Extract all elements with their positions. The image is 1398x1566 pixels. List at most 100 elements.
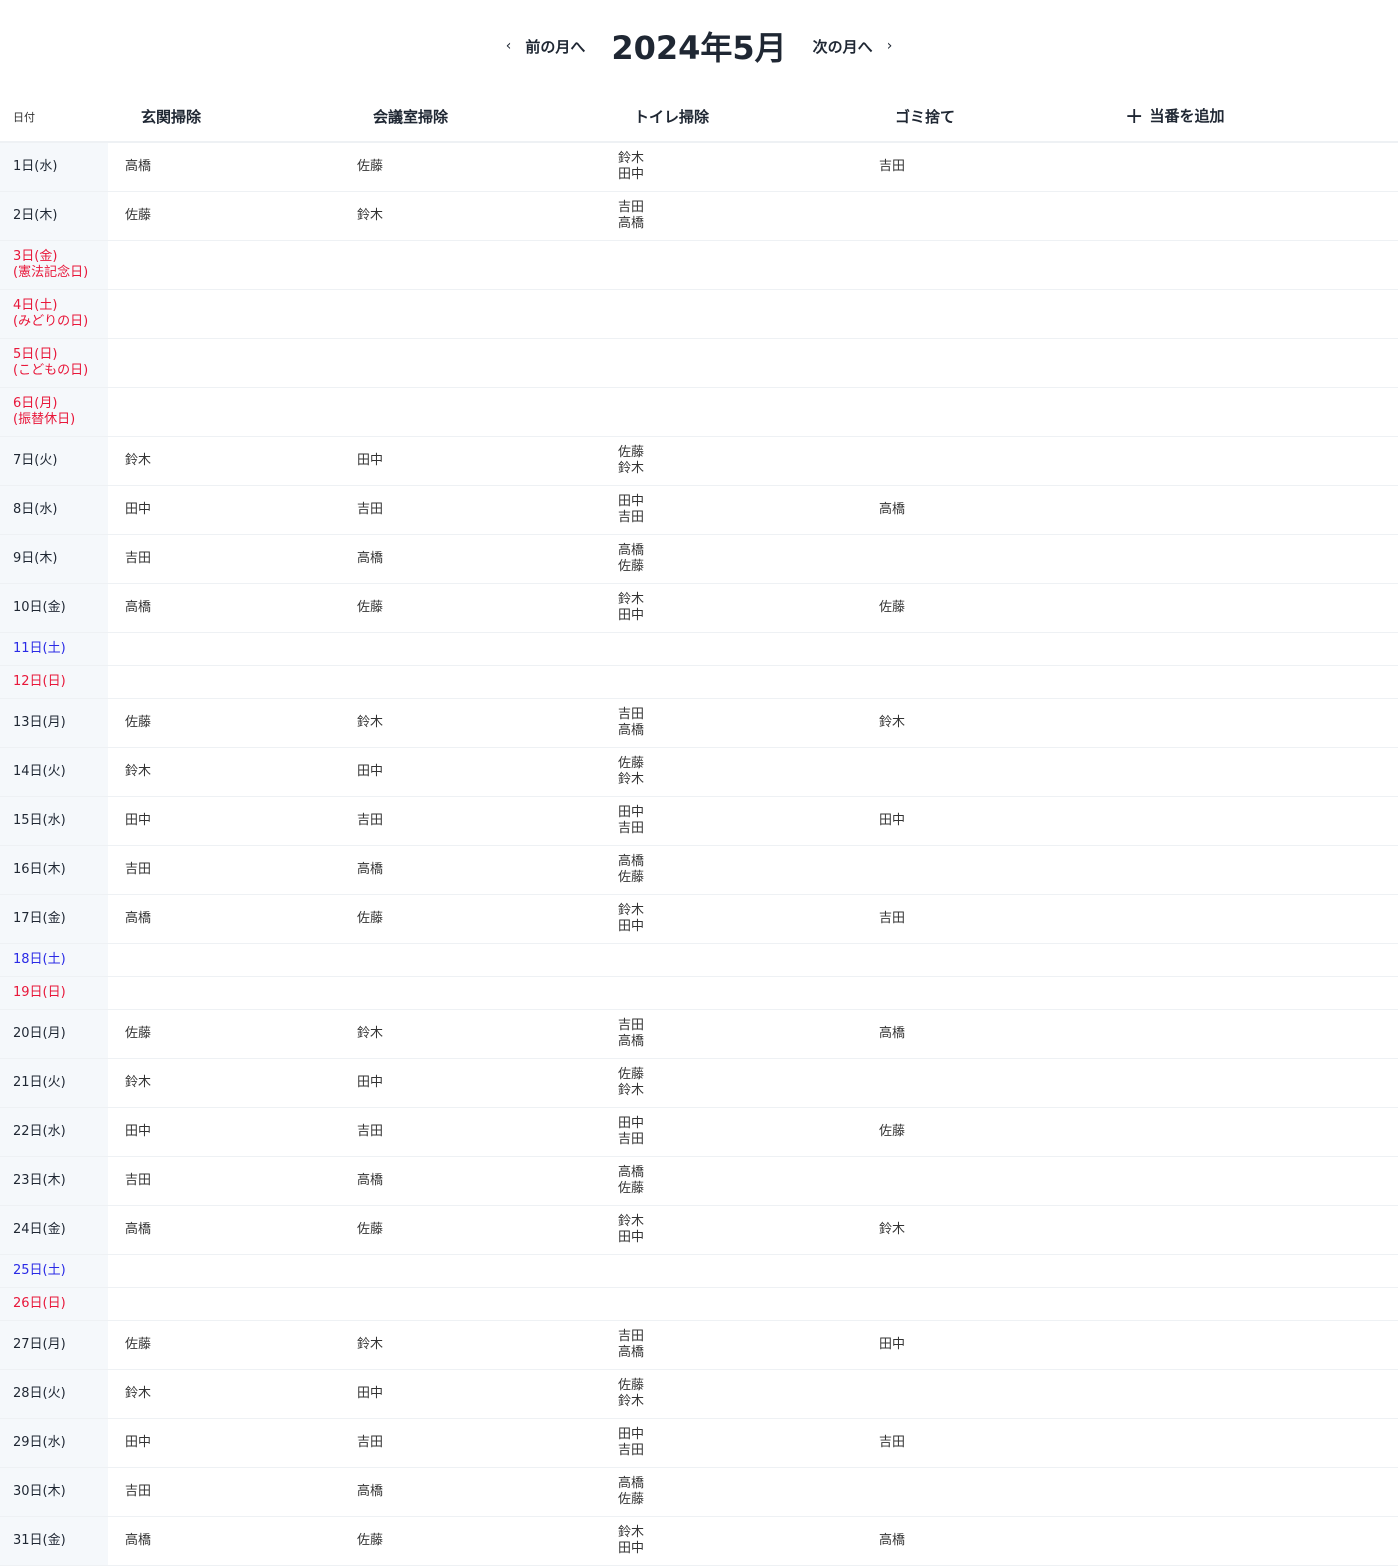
duty-cell[interactable] <box>108 1287 340 1320</box>
duty-cell[interactable]: 鈴木田中 <box>601 142 862 191</box>
duty-cell[interactable]: 高橋 <box>108 1205 340 1254</box>
duty-cell[interactable] <box>108 665 340 698</box>
duty-cell[interactable]: 佐藤 <box>108 698 340 747</box>
duty-cell[interactable] <box>862 976 1109 1009</box>
duty-cell[interactable]: 高橋 <box>108 894 340 943</box>
duty-cell[interactable] <box>340 338 601 387</box>
duty-cell[interactable] <box>340 943 601 976</box>
duty-cell[interactable]: 鈴木 <box>340 1320 601 1369</box>
duty-cell[interactable] <box>108 632 340 665</box>
duty-cell[interactable] <box>862 534 1109 583</box>
duty-cell[interactable] <box>862 1369 1109 1418</box>
duty-cell[interactable] <box>862 943 1109 976</box>
duty-cell[interactable]: 鈴木 <box>340 698 601 747</box>
duty-cell[interactable] <box>862 632 1109 665</box>
duty-cell[interactable] <box>601 943 862 976</box>
duty-cell[interactable]: 佐藤 <box>108 191 340 240</box>
duty-cell[interactable] <box>601 1287 862 1320</box>
column-header[interactable]: ゴミ捨て <box>862 92 1109 142</box>
duty-cell[interactable]: 高橋 <box>862 1009 1109 1058</box>
duty-cell[interactable] <box>862 665 1109 698</box>
duty-cell[interactable]: 佐藤 <box>862 1107 1109 1156</box>
duty-cell[interactable] <box>108 387 340 436</box>
duty-cell[interactable] <box>601 338 862 387</box>
duty-cell[interactable] <box>862 845 1109 894</box>
duty-cell[interactable] <box>340 632 601 665</box>
duty-cell[interactable] <box>340 240 601 289</box>
prev-month-button[interactable]: ‹ 前の月へ <box>506 36 586 57</box>
duty-cell[interactable]: 鈴木 <box>108 1058 340 1107</box>
duty-cell[interactable]: 鈴木 <box>108 747 340 796</box>
duty-cell[interactable]: 高橋 <box>340 1156 601 1205</box>
duty-cell[interactable]: 吉田 <box>108 1467 340 1516</box>
duty-cell[interactable]: 田中吉田 <box>601 1107 862 1156</box>
duty-cell[interactable] <box>108 338 340 387</box>
duty-cell[interactable] <box>601 1254 862 1287</box>
duty-cell[interactable] <box>108 976 340 1009</box>
duty-cell[interactable]: 高橋佐藤 <box>601 845 862 894</box>
duty-cell[interactable]: 佐藤 <box>340 1516 601 1565</box>
duty-cell[interactable] <box>862 1254 1109 1287</box>
duty-cell[interactable]: 田中吉田 <box>601 1418 862 1467</box>
duty-cell[interactable]: 吉田高橋 <box>601 191 862 240</box>
duty-cell[interactable]: 田中 <box>108 1418 340 1467</box>
duty-cell[interactable]: 吉田 <box>340 485 601 534</box>
duty-cell[interactable] <box>108 1254 340 1287</box>
duty-cell[interactable]: 佐藤 <box>340 894 601 943</box>
column-header[interactable]: 玄関掃除 <box>108 92 340 142</box>
duty-cell[interactable] <box>862 1058 1109 1107</box>
duty-cell[interactable]: 吉田 <box>108 845 340 894</box>
duty-cell[interactable]: 田中 <box>340 1369 601 1418</box>
duty-cell[interactable] <box>108 943 340 976</box>
duty-cell[interactable]: 田中 <box>340 747 601 796</box>
duty-cell[interactable] <box>862 191 1109 240</box>
duty-cell[interactable] <box>862 240 1109 289</box>
duty-cell[interactable]: 鈴木田中 <box>601 1516 862 1565</box>
duty-cell[interactable]: 高橋 <box>108 583 340 632</box>
duty-cell[interactable]: 佐藤 <box>108 1320 340 1369</box>
duty-cell[interactable]: 佐藤 <box>340 1205 601 1254</box>
duty-cell[interactable]: 高橋佐藤 <box>601 534 862 583</box>
duty-cell[interactable] <box>601 976 862 1009</box>
duty-cell[interactable]: 田中 <box>108 796 340 845</box>
duty-cell[interactable] <box>340 289 601 338</box>
duty-cell[interactable]: 高橋 <box>862 485 1109 534</box>
duty-cell[interactable]: 吉田 <box>340 1418 601 1467</box>
duty-cell[interactable]: 田中吉田 <box>601 796 862 845</box>
duty-cell[interactable]: 吉田 <box>340 1107 601 1156</box>
add-duty-button[interactable]: +当番を追加 <box>1109 92 1254 142</box>
duty-cell[interactable]: 高橋 <box>108 1516 340 1565</box>
duty-cell[interactable]: 吉田 <box>862 142 1109 191</box>
duty-cell[interactable] <box>340 665 601 698</box>
duty-cell[interactable] <box>862 1156 1109 1205</box>
duty-cell[interactable]: 吉田高橋 <box>601 1320 862 1369</box>
duty-cell[interactable] <box>108 289 340 338</box>
next-month-button[interactable]: 次の月へ › <box>813 36 893 57</box>
duty-cell[interactable]: 鈴木田中 <box>601 583 862 632</box>
duty-cell[interactable] <box>862 1287 1109 1320</box>
duty-cell[interactable]: 田中 <box>340 436 601 485</box>
duty-cell[interactable]: 吉田 <box>340 796 601 845</box>
duty-cell[interactable]: 鈴木田中 <box>601 894 862 943</box>
duty-cell[interactable]: 佐藤鈴木 <box>601 436 862 485</box>
duty-cell[interactable]: 高橋佐藤 <box>601 1467 862 1516</box>
duty-cell[interactable]: 高橋 <box>340 845 601 894</box>
duty-cell[interactable]: 鈴木 <box>340 191 601 240</box>
duty-cell[interactable] <box>862 289 1109 338</box>
duty-cell[interactable]: 田中 <box>108 1107 340 1156</box>
duty-cell[interactable]: 佐藤 <box>862 583 1109 632</box>
duty-cell[interactable]: 田中 <box>862 1320 1109 1369</box>
duty-cell[interactable]: 高橋 <box>862 1516 1109 1565</box>
duty-cell[interactable] <box>340 387 601 436</box>
duty-cell[interactable]: 鈴木 <box>108 436 340 485</box>
column-header[interactable]: 会議室掃除 <box>340 92 601 142</box>
duty-cell[interactable]: 田中 <box>108 485 340 534</box>
duty-cell[interactable] <box>601 240 862 289</box>
duty-cell[interactable]: 高橋 <box>340 534 601 583</box>
duty-cell[interactable] <box>862 1467 1109 1516</box>
duty-cell[interactable] <box>340 1287 601 1320</box>
duty-cell[interactable]: 田中 <box>340 1058 601 1107</box>
duty-cell[interactable]: 田中 <box>862 796 1109 845</box>
duty-cell[interactable]: 佐藤鈴木 <box>601 1369 862 1418</box>
duty-cell[interactable]: 佐藤鈴木 <box>601 1058 862 1107</box>
